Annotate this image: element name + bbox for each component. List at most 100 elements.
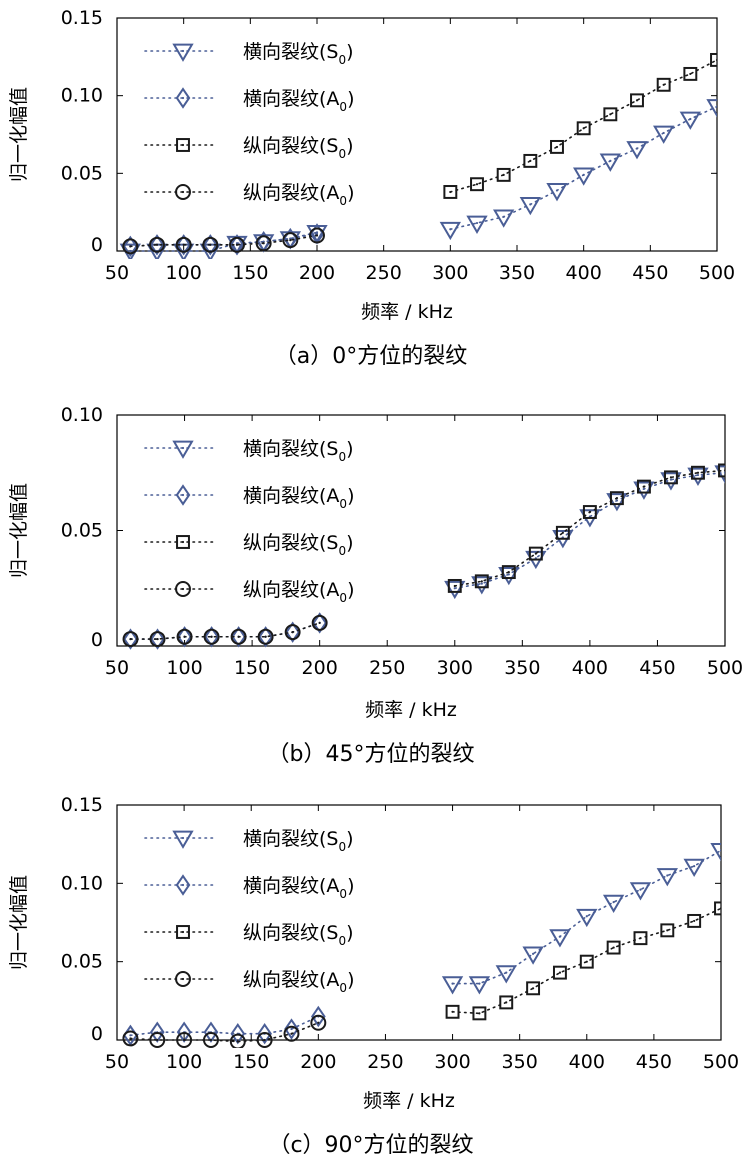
x-tick-label: 450 bbox=[636, 1051, 672, 1073]
data-point bbox=[202, 236, 219, 253]
data-point-center bbox=[263, 1038, 266, 1042]
data-point-center bbox=[507, 573, 510, 576]
data-point-center bbox=[555, 189, 559, 192]
legend-label: 横向裂纹(S0) bbox=[243, 41, 354, 67]
plot-frame bbox=[116, 17, 718, 252]
data-point bbox=[468, 976, 491, 995]
data-point bbox=[123, 235, 138, 258]
data-point bbox=[630, 93, 644, 108]
data-point-center bbox=[639, 888, 642, 891]
data-point bbox=[230, 628, 247, 645]
data-point-center bbox=[129, 249, 132, 253]
x-tick-label: 250 bbox=[366, 262, 402, 284]
series-line bbox=[451, 849, 721, 985]
data-point bbox=[493, 209, 515, 228]
data-point bbox=[706, 99, 717, 118]
data-point bbox=[470, 177, 484, 192]
data-point-center bbox=[696, 471, 700, 474]
data-point-center bbox=[480, 582, 483, 585]
data-point-center bbox=[505, 1001, 508, 1004]
data-point bbox=[203, 628, 220, 645]
data-point-center bbox=[696, 473, 700, 477]
legend-item: 横向裂纹(A0) bbox=[144, 87, 354, 114]
x-tick-label: 400 bbox=[569, 1051, 605, 1073]
data-point-center bbox=[662, 83, 665, 86]
x-tick-label: 250 bbox=[367, 1051, 403, 1073]
x-tick-label: 300 bbox=[432, 262, 468, 284]
series-1 bbox=[119, 99, 717, 259]
data-point-center bbox=[209, 1038, 213, 1042]
data-point bbox=[579, 954, 594, 969]
data-point bbox=[312, 612, 327, 634]
data-point bbox=[718, 463, 725, 478]
legend-marker-center bbox=[181, 49, 185, 53]
data-point-center bbox=[235, 243, 239, 246]
data-point-center bbox=[289, 237, 292, 240]
data-point bbox=[546, 183, 568, 202]
legend-label: 横向裂纹(A0) bbox=[243, 875, 354, 901]
data-point bbox=[660, 923, 675, 938]
data-point bbox=[498, 567, 520, 586]
x-tick-label: 500 bbox=[699, 262, 735, 284]
data-point-center bbox=[558, 935, 562, 938]
data-point-center bbox=[615, 497, 619, 500]
x-tick-label: 100 bbox=[166, 262, 202, 284]
legend-marker-center bbox=[181, 446, 185, 450]
y-tick-label: 0.05 bbox=[61, 951, 103, 973]
data-point-center bbox=[209, 243, 212, 246]
data-point-center bbox=[612, 946, 615, 949]
data-point bbox=[447, 578, 462, 593]
data-point bbox=[175, 236, 192, 253]
legend-marker bbox=[175, 971, 191, 987]
data-point-center bbox=[480, 580, 483, 583]
legend-marker-center bbox=[181, 930, 185, 934]
series-3 bbox=[443, 52, 717, 199]
data-point-center bbox=[715, 105, 717, 108]
data-point-center bbox=[262, 242, 265, 245]
series-line bbox=[129, 1021, 320, 1043]
x-tick-label: 50 bbox=[105, 262, 129, 284]
data-point bbox=[149, 236, 165, 253]
figure-caption: （a）0°方位的裂纹 bbox=[275, 344, 467, 369]
x-tick-label: 350 bbox=[504, 657, 540, 679]
x-tick-label: 200 bbox=[302, 657, 338, 679]
x-tick-label: 450 bbox=[639, 657, 675, 679]
legend-marker-center bbox=[181, 977, 185, 981]
data-point bbox=[656, 868, 678, 887]
data-point bbox=[176, 628, 193, 645]
data-point-center bbox=[669, 478, 673, 481]
data-point bbox=[231, 626, 246, 648]
legend-marker bbox=[176, 925, 190, 939]
data-point-center bbox=[715, 58, 717, 62]
data-point-center bbox=[531, 952, 535, 955]
legend-marker bbox=[176, 138, 190, 152]
data-point bbox=[710, 843, 721, 862]
x-tick-label: 150 bbox=[233, 1051, 269, 1073]
legend-item: 纵向裂纹(S0) bbox=[144, 135, 354, 161]
x-tick-label: 400 bbox=[572, 657, 608, 679]
data-point-center bbox=[315, 234, 319, 237]
data-point bbox=[633, 481, 655, 500]
legend-item: 横向裂纹(A0) bbox=[144, 874, 354, 901]
data-point bbox=[471, 576, 493, 595]
legend-marker bbox=[176, 535, 190, 549]
y-axis-label: 归一化幅值 bbox=[8, 87, 30, 182]
x-tick-label: 500 bbox=[707, 657, 743, 679]
legend-label: 横向裂纹(A0) bbox=[243, 485, 354, 511]
data-point-center bbox=[558, 971, 562, 974]
data-point-center bbox=[529, 203, 532, 206]
x-tick-label: 200 bbox=[299, 262, 335, 284]
data-point bbox=[257, 1023, 272, 1045]
x-tick-label: 300 bbox=[434, 1051, 470, 1073]
data-point-center bbox=[156, 637, 159, 641]
y-tick-label: 0.15 bbox=[61, 7, 103, 29]
data-point-center bbox=[582, 173, 585, 176]
data-point-center bbox=[507, 570, 510, 574]
series-1 bbox=[444, 465, 725, 600]
data-point-center bbox=[129, 245, 132, 248]
plot-frame bbox=[116, 414, 726, 647]
series-4 bbox=[122, 1014, 327, 1048]
y-tick-label: 0.10 bbox=[61, 872, 103, 894]
